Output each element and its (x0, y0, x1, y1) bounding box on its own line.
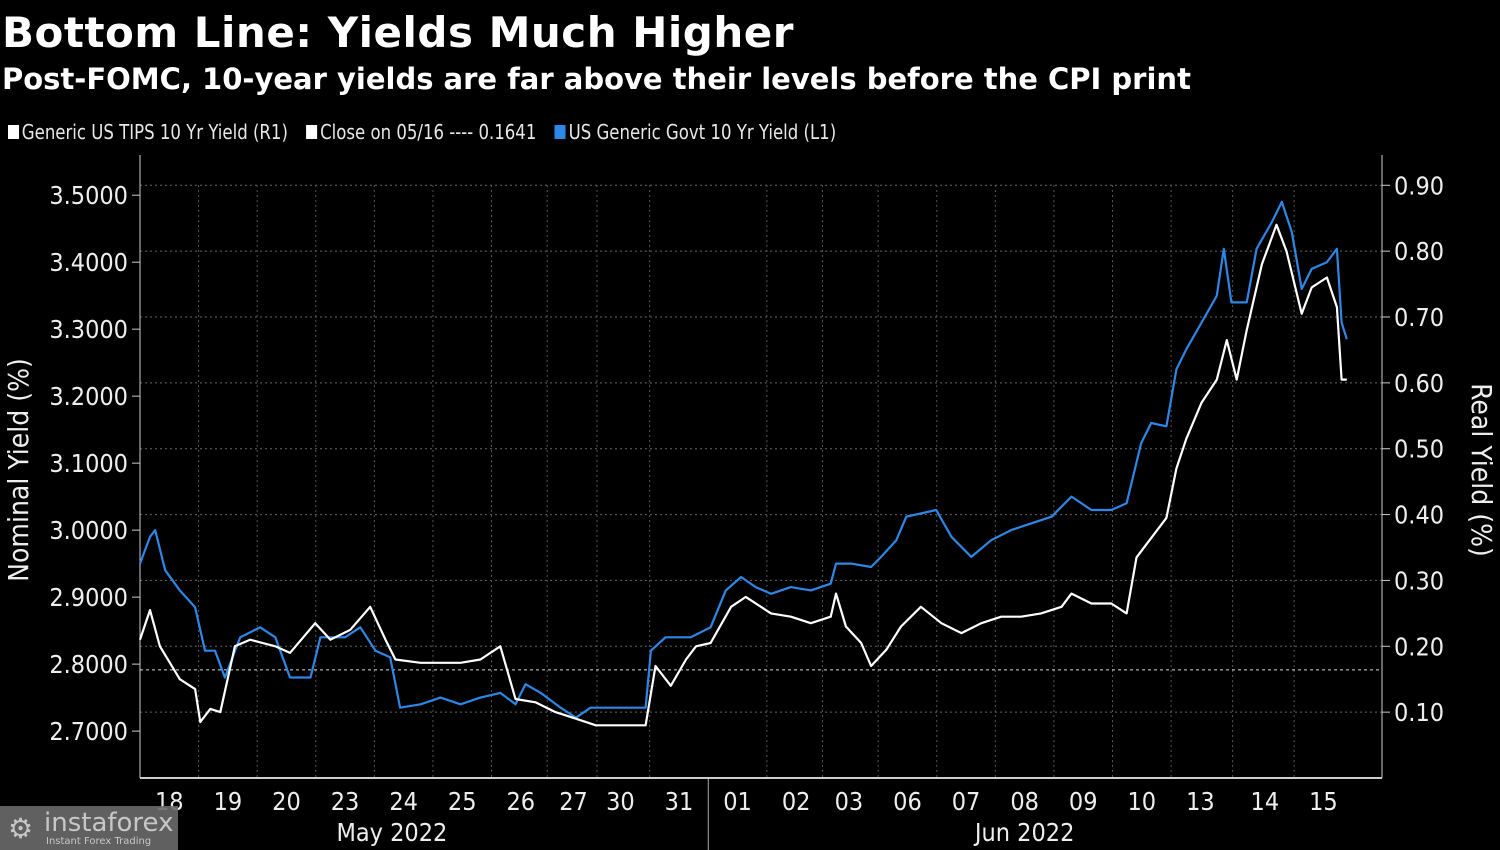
ytick-right-label: 0.10 (1394, 698, 1444, 727)
xtick-label: 10 (1127, 787, 1156, 816)
xtick-label: 26 (506, 787, 535, 816)
ytick-right-label: 0.80 (1394, 237, 1444, 266)
xtick-label: 07 (952, 787, 981, 816)
legend-item-close[interactable]: Close on 05/16 ---- 0.1641 (306, 120, 536, 144)
y-axis-right-label: Real Yield (%) (1465, 383, 1498, 557)
chart-subtitle: Post-FOMC, 10-year yields are far above … (2, 62, 1191, 96)
xtick-label: 01 (723, 787, 752, 816)
xtick-label: 13 (1186, 787, 1215, 816)
ytick-left-label: 3.1000 (49, 449, 128, 478)
legend-swatch (8, 125, 20, 139)
legend-swatch (554, 125, 566, 139)
ytick-right-label: 0.70 (1394, 303, 1444, 332)
ytick-left-label: 3.3000 (49, 315, 128, 344)
ytick-left-label: 2.8000 (49, 650, 128, 679)
legend-label: US Generic Govt 10 Yr Yield (L1) (568, 120, 837, 144)
legend-label: Close on 05/16 ---- 0.1641 (320, 120, 537, 144)
ytick-left-label: 3.2000 (49, 382, 128, 411)
ytick-left-label: 2.7000 (49, 717, 128, 746)
legend: Generic US TIPS 10 Yr Yield (R1) Close o… (8, 120, 836, 144)
ytick-right-label: 0.30 (1394, 566, 1444, 595)
ytick-right-label: 0.40 (1394, 501, 1444, 530)
ytick-left-label: 3.4000 (49, 248, 128, 277)
ytick-right-label: 0.60 (1394, 369, 1444, 398)
xtick-label: 02 (782, 787, 811, 816)
xtick-label: 03 (835, 787, 864, 816)
xtick-label: 09 (1069, 787, 1098, 816)
xtick-label: 27 (559, 787, 588, 816)
ytick-left-label: 3.5000 (49, 181, 128, 210)
ytick-left-label: 3.0000 (49, 516, 128, 545)
xtick-label: 14 (1251, 787, 1280, 816)
xtick-label: 23 (331, 787, 360, 816)
ytick-right-label: 0.50 (1394, 435, 1444, 464)
legend-item-govt[interactable]: US Generic Govt 10 Yr Yield (L1) (554, 120, 837, 144)
month-label: Jun 2022 (973, 818, 1075, 847)
gear-icon: ⚙ (8, 812, 34, 845)
watermark-tagline: Instant Forex Trading (46, 836, 152, 847)
watermark-logo: ⚙ instaforex Instant Forex Trading (0, 806, 178, 850)
xtick-label: 19 (214, 787, 243, 816)
watermark-name: instaforex (44, 808, 174, 838)
xtick-label: 30 (606, 787, 635, 816)
xtick-label: 31 (665, 787, 694, 816)
series-line-tips-10y (138, 223, 1347, 727)
series-line-govt-10y (138, 200, 1348, 719)
xtick-label: 25 (448, 787, 477, 816)
month-label: May 2022 (336, 818, 447, 847)
xtick-label: 08 (1010, 787, 1039, 816)
legend-swatch (306, 125, 318, 139)
xtick-label: 15 (1309, 787, 1338, 816)
legend-label: Generic US TIPS 10 Yr Yield (R1) (21, 120, 288, 144)
ytick-right-label: 0.20 (1394, 632, 1444, 661)
xtick-label: 06 (893, 787, 922, 816)
ytick-left-label: 2.9000 (49, 583, 128, 612)
xtick-label: 20 (272, 787, 301, 816)
y-axis-left-label: Nominal Yield (%) (2, 358, 35, 582)
ytick-right-label: 0.90 (1394, 171, 1444, 200)
xtick-label: 24 (389, 787, 418, 816)
legend-item-tips[interactable]: Generic US TIPS 10 Yr Yield (R1) (8, 120, 288, 144)
chart-title: Bottom Line: Yields Much Higher (2, 8, 794, 57)
